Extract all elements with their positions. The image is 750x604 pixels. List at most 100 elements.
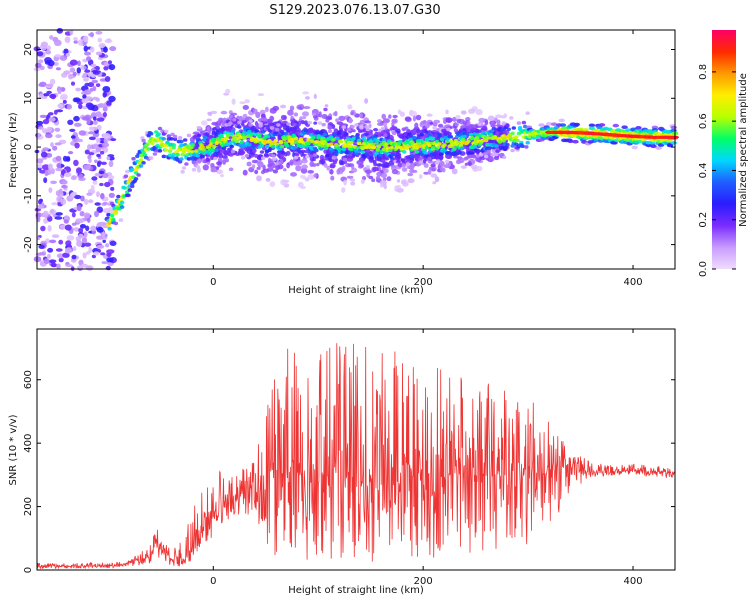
scatter-blob [270, 116, 275, 121]
scatter-blob [261, 113, 266, 118]
ridge-blob [438, 152, 443, 156]
noise-blob [69, 128, 76, 132]
noise-blob [39, 114, 48, 118]
noise-blob [84, 242, 92, 247]
scatter-blob [409, 157, 414, 161]
scatter-blob [396, 179, 401, 183]
ridge-blob [317, 121, 323, 125]
ridge-blob [486, 149, 491, 154]
scatter-blob [230, 112, 238, 116]
ridge-blob [389, 145, 394, 150]
ridge-blob [196, 160, 202, 164]
noise-blob [84, 149, 90, 155]
ridge-blob [465, 125, 470, 130]
noise-blob [76, 167, 82, 174]
noise-blob [45, 49, 52, 55]
ridge-blob [327, 125, 333, 130]
ridge-blob [157, 149, 163, 153]
scatter-blob [423, 163, 429, 168]
noise-blob [101, 261, 109, 265]
ridge-blob [478, 153, 484, 157]
noise-blob [69, 59, 78, 66]
ridge-blob [118, 218, 124, 222]
noise-blob [85, 102, 94, 108]
ridge-blob [500, 127, 505, 132]
ridge-blob [247, 142, 252, 147]
ridge-blob [383, 133, 388, 137]
ridge-blob [350, 125, 355, 129]
ridge-blob [463, 156, 469, 161]
noise-blob [49, 239, 57, 244]
noise-blob [81, 116, 90, 121]
ridge-blob [308, 154, 314, 158]
scatter-blob [228, 114, 234, 119]
ridge-blob [481, 130, 486, 135]
scatter-blob [432, 181, 437, 185]
scatter-blob [382, 118, 390, 124]
ridge-blob [248, 119, 253, 123]
noise-blob [76, 67, 82, 74]
noise-blob [51, 202, 58, 206]
scatter-blob [283, 168, 287, 172]
snr-y-ticks: 0 200 400 600 [23, 370, 675, 573]
ridge-blob [272, 157, 277, 161]
noise-blob [78, 227, 84, 233]
scatter-blob [431, 167, 436, 172]
scatter-blob [297, 160, 303, 166]
ridge-blob [467, 154, 472, 159]
ridge-blob [171, 143, 176, 147]
noise-blob [37, 163, 43, 169]
ridge-blob [198, 149, 203, 154]
scatter-blob [257, 93, 265, 97]
noise-blob [71, 175, 77, 179]
ridge-blob [274, 127, 280, 132]
ridge-blob [140, 136, 145, 140]
scatter-blob [219, 149, 225, 154]
scatter-blob [210, 163, 215, 168]
scatter-blob [391, 169, 399, 175]
ridge-blob [316, 134, 321, 138]
ridge-blob [443, 132, 448, 136]
scatter-blob [495, 114, 502, 118]
noise-blob [48, 117, 56, 122]
noise-blob [108, 64, 116, 71]
scatter-blob [460, 110, 467, 115]
scatter-blob [333, 128, 338, 133]
noise-blob [95, 111, 102, 118]
noise-blob [63, 70, 71, 75]
noise-blob [99, 182, 104, 187]
noise-blob [54, 142, 62, 146]
ridge-blob [229, 131, 234, 136]
colorbar-tick-label: 0.0 [698, 261, 709, 277]
noise-blob [42, 93, 50, 97]
noise-blob [76, 138, 83, 143]
x-tick-label: 200 [414, 277, 433, 288]
noise-blob [87, 82, 95, 88]
ridge-blob [514, 135, 519, 139]
scatter-blob [272, 169, 279, 174]
ridge-blob [190, 143, 195, 147]
ridge-blob [346, 127, 352, 132]
noise-blob [86, 251, 90, 255]
y-tick-label: 0 [23, 567, 34, 573]
noise-blob [88, 199, 94, 204]
scatter-blob [256, 166, 261, 170]
noise-blob [96, 191, 100, 198]
ridge-blob [341, 147, 346, 151]
noise-blob [69, 67, 76, 73]
scatter-blob [325, 118, 330, 123]
scatter-blob [293, 112, 299, 117]
scatter-blob [358, 164, 365, 168]
ridge-blob [329, 142, 334, 146]
scatter-blob [312, 163, 317, 167]
ridge-blob [392, 131, 397, 135]
noise-blob [74, 142, 80, 149]
noise-blob [46, 45, 51, 51]
noise-blob [70, 257, 77, 263]
ridge-blob [152, 152, 158, 156]
ridge-blob [297, 150, 302, 154]
scatter-blob [259, 109, 266, 115]
noise-blob [104, 76, 111, 82]
noise-blob [49, 78, 56, 85]
scatter-blob [269, 181, 276, 188]
